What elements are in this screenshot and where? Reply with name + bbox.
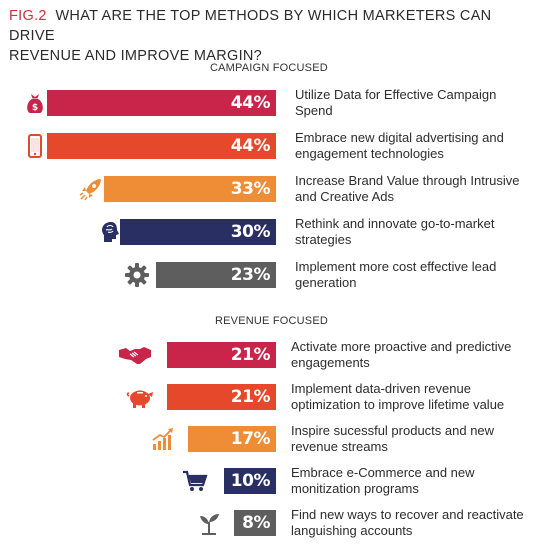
svg-text:$: $	[32, 103, 38, 113]
category-label-line: optimization to improve lifetime value	[291, 397, 505, 412]
chart-row: 17% Inspire sucessful products and new rev…	[0, 423, 542, 466]
revenue-section-label: REVENUE FOCUSED	[215, 315, 329, 327]
category-label-line: languishing accounts	[291, 523, 413, 538]
handshake-icon	[118, 342, 152, 368]
category-label: Utilize Data for Effective Campaign Spend	[295, 87, 535, 119]
bar: 17%	[188, 426, 276, 452]
bar-value-label: 17%	[230, 429, 271, 449]
chart-row: 21% Activate more proactive and predictiv…	[0, 339, 542, 382]
chart-row: 10% Embrace e-Commerce and new monitizatio…	[0, 465, 542, 508]
category-label: Find new ways to recover and reactivate l…	[291, 507, 531, 539]
chart-row: 30% Rethink and innovate go-to-market stra…	[0, 216, 542, 259]
chart-row: 23% Implement more cost effective lead gen…	[0, 259, 542, 302]
category-label-line: Spend	[295, 103, 333, 118]
mobile-phone-icon	[22, 133, 48, 159]
category-label: Rethink and innovate go-to-market strateg…	[295, 216, 535, 248]
bar: 21%	[167, 384, 276, 410]
category-label: Embrace e-Commerce and new monitization p…	[291, 465, 531, 497]
category-label-line: engagements	[291, 355, 370, 370]
bar-value-label: 21%	[230, 387, 271, 407]
piggy-bank-icon	[124, 384, 158, 410]
category-label-line: Find new ways to recover and reactivate	[291, 507, 524, 522]
category-label-line: engagement technologies	[295, 146, 444, 161]
bar-value-label: 21%	[230, 345, 271, 365]
category-label-line: Utilize Data for Effective Campaign	[295, 87, 497, 102]
bar-value-label: 23%	[230, 265, 271, 285]
category-label: Implement more cost effective lead genera…	[295, 259, 535, 291]
rocket-icon	[78, 176, 104, 202]
category-label-line: monitization programs	[291, 481, 419, 496]
figure-number: FIG.2	[9, 8, 47, 24]
bar: 23%	[156, 262, 276, 288]
category-label-line: Activate more proactive and predictive	[291, 339, 512, 354]
chart-row: 44% Embrace new digital advertising and en…	[0, 130, 542, 173]
chart-title: FIG.2 WHAT ARE THE TOP METHODS BY WHICH …	[9, 6, 529, 66]
growth-chart-icon	[150, 426, 176, 452]
bar: 30%	[120, 219, 276, 245]
bar: 44%	[47, 133, 276, 159]
bar: 10%	[224, 468, 276, 494]
brain-head-icon	[98, 219, 124, 245]
bar: 33%	[104, 176, 276, 202]
bar: 8%	[234, 510, 276, 536]
bar-value-label: 10%	[230, 471, 271, 491]
category-label: Inspire sucessful products and new revenu…	[291, 423, 531, 455]
chart-row: 33% Increase Brand Value through Intrusiv…	[0, 173, 542, 216]
category-label-line: Increase Brand Value through Intrusive	[295, 173, 520, 188]
chart-row: $44% Utilize Data for Effective Campaign S…	[0, 87, 542, 130]
chart-row: 8% Find new ways to recover and reactivat…	[0, 507, 542, 550]
category-label: Increase Brand Value through Intrusive an…	[295, 173, 535, 205]
category-label-line: Implement data-driven revenue	[291, 381, 471, 396]
bar-value-label: 33%	[230, 179, 271, 199]
category-label-line: strategies	[295, 232, 352, 247]
campaign-section-label: CAMPAIGN FOCUSED	[210, 62, 328, 74]
chart-row: 21% Implement data-driven revenue optimiza…	[0, 381, 542, 424]
category-label-line: Inspire sucessful products and new	[291, 423, 495, 438]
shopping-cart-icon	[182, 468, 208, 494]
category-label-line: Implement more cost effective lead	[295, 259, 497, 274]
bar: 21%	[167, 342, 276, 368]
category-label-line: Rethink and innovate go-to-market	[295, 216, 495, 231]
money-bag-icon: $	[22, 90, 48, 116]
bar: 44%	[47, 90, 276, 116]
category-label: Activate more proactive and predictive en…	[291, 339, 531, 371]
category-label-line: revenue streams	[291, 439, 388, 454]
bar-value-label: 44%	[230, 136, 271, 156]
category-label-line: and Creative Ads	[295, 189, 395, 204]
bar-value-label: 44%	[230, 93, 271, 113]
seedling-icon	[196, 510, 222, 536]
category-label-line: generation	[295, 275, 357, 290]
category-label-line: Embrace e-Commerce and new	[291, 465, 475, 480]
bar-value-label: 8%	[242, 513, 270, 533]
title-line-1: WHAT ARE THE TOP METHODS BY WHICH MARKET…	[9, 8, 492, 44]
title-line-2: REVENUE AND IMPROVE MARGIN?	[9, 48, 263, 64]
category-label: Implement data-driven revenue optimizatio…	[291, 381, 531, 413]
bar-value-label: 30%	[230, 222, 271, 242]
category-label-line: Embrace new digital advertising and	[295, 130, 504, 145]
category-label: Embrace new digital advertising and engag…	[295, 130, 535, 162]
gear-icon	[124, 262, 150, 288]
